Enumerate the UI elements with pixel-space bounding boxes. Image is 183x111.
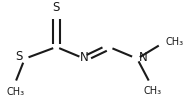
Text: CH₃: CH₃	[165, 37, 183, 47]
Text: CH₃: CH₃	[7, 87, 25, 97]
Text: CH₃: CH₃	[144, 86, 162, 96]
Text: S: S	[16, 50, 23, 63]
Text: N: N	[80, 51, 89, 64]
Text: S: S	[53, 1, 60, 14]
Text: N: N	[139, 51, 148, 64]
